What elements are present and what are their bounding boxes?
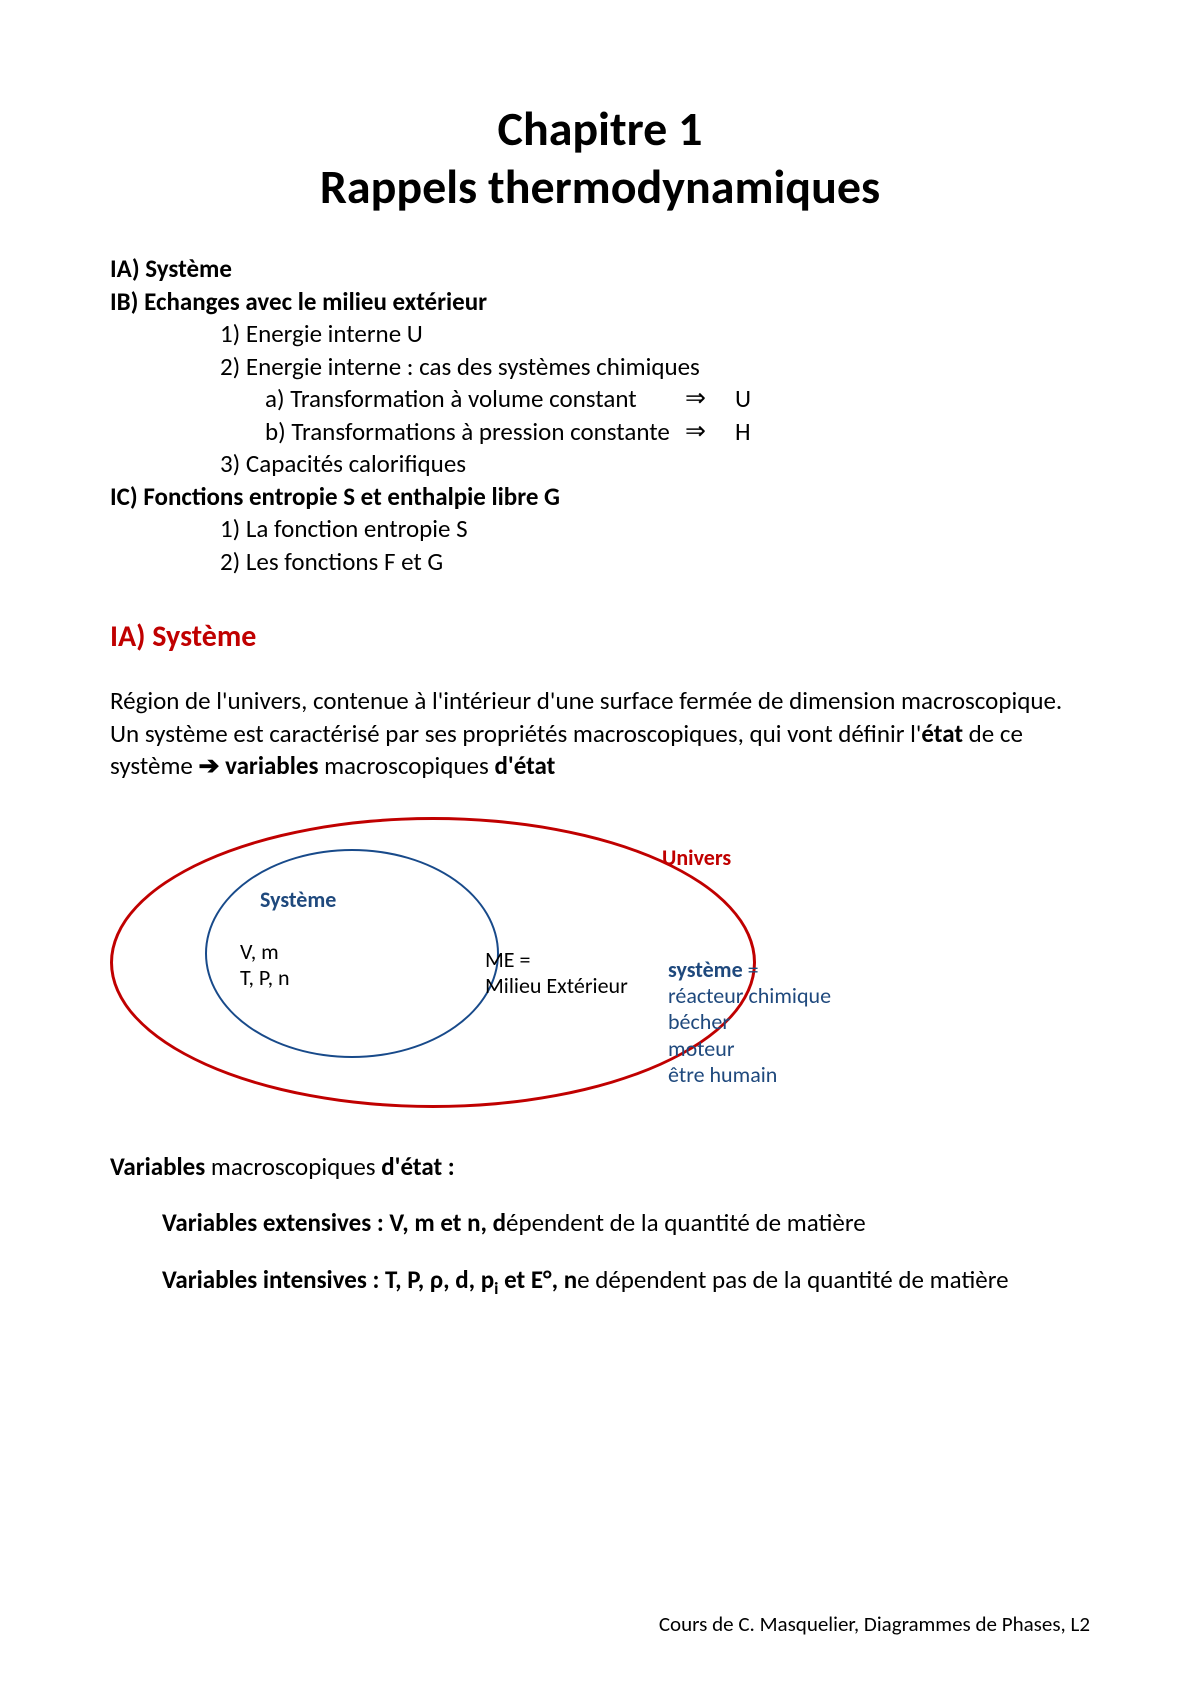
outline-ic: IC) Fonctions entropie S et enthalpie li… — [110, 481, 1090, 514]
para-b1: état — [921, 718, 963, 749]
ex4: être humain — [668, 1061, 777, 1088]
outline-ib2b-sym: H — [735, 416, 751, 449]
vars-line1: V, m — [240, 938, 279, 965]
vb-hb2: d'état : — [381, 1151, 454, 1182]
para-b3: d'état — [494, 750, 555, 781]
outline: IA) Système IB) Echanges avec le milieu … — [110, 253, 1090, 578]
page: Chapitre 1 Rappels thermodynamiques IA) … — [0, 0, 1200, 1359]
me-line1: ME = — [485, 946, 530, 973]
label-univers: Univers — [662, 845, 731, 871]
title-line-2: Rappels thermodynamiques — [320, 157, 880, 216]
outline-ib2a-row: a) Transformation à volume constant ⇒ U — [110, 383, 1090, 416]
system-diagram: Univers Système V, m T, P, n ME = Milieu… — [110, 807, 1050, 1127]
vars-intensives: Variables intensives : T, P, ρ, d, pi et… — [162, 1264, 1090, 1300]
me-line2: Milieu Extérieur — [485, 972, 628, 999]
section-ia-heading: IA) Système — [110, 618, 1090, 655]
outline-ib2b-row: b) Transformations à pression constante … — [110, 416, 1090, 449]
vars-heading: Variables macroscopiques d'état : — [110, 1151, 1090, 1184]
ext-rest: épendent de la quantité de matière — [506, 1207, 866, 1238]
vars-line2: T, P, n — [240, 964, 290, 991]
vb-hmid: macroscopiques — [205, 1151, 381, 1182]
ex2: bécher — [668, 1008, 730, 1035]
outline-ic1: 1) La fonction entropie S — [220, 513, 1090, 546]
int-b: Variables intensives : T, P, ρ, d, pi et… — [162, 1264, 577, 1295]
page-footer: Cours de C. Masquelier, Diagrammes de Ph… — [659, 1611, 1090, 1637]
label-vars: V, m T, P, n — [240, 939, 290, 992]
outline-ib3: 3) Capacités calorifiques — [220, 448, 1090, 481]
outline-ia: IA) Système — [110, 253, 1090, 286]
outline-ic2: 2) Les fonctions F et G — [220, 546, 1090, 579]
outline-ib2a-sym: U — [735, 383, 751, 416]
outline-ib2: 2) Energie interne : cas des systèmes ch… — [220, 351, 1090, 384]
outline-ib2b-arrow: ⇒ — [685, 416, 735, 449]
variables-block: Variables macroscopiques d'état : Variab… — [110, 1151, 1090, 1300]
outline-ib2b: b) Transformations à pression constante — [265, 416, 685, 449]
label-examples: système = réacteur chimique bécher moteu… — [668, 957, 928, 1089]
outline-ib: IB) Echanges avec le milieu extérieur — [110, 286, 1090, 319]
ex-eq: = — [743, 956, 759, 983]
paragraph-systeme: Région de l'univers, contenue à l'intéri… — [110, 685, 1090, 783]
para-b2: variables — [225, 750, 318, 781]
outline-ib2a-arrow: ⇒ — [685, 383, 735, 416]
arrow-icon: ➔ — [199, 750, 220, 783]
ex1: réacteur chimique — [668, 982, 831, 1009]
int-rest: e dépendent pas de la quantité de matièr… — [577, 1264, 1008, 1295]
chapter-title: Chapitre 1 Rappels thermodynamiques — [110, 100, 1090, 215]
ex-head: système — [668, 956, 743, 983]
para-p1: Région de l'univers, contenue à l'intéri… — [110, 685, 1062, 749]
outline-ib2a: a) Transformation à volume constant — [265, 383, 685, 416]
label-me: ME = Milieu Extérieur — [485, 947, 628, 1000]
ext-b: Variables extensives : V, m et n, d — [162, 1207, 506, 1238]
vars-extensives: Variables extensives : V, m et n, dépend… — [162, 1207, 1090, 1240]
title-line-1: Chapitre 1 — [498, 99, 703, 158]
label-systeme: Système — [260, 887, 336, 913]
ex3: moteur — [668, 1035, 734, 1062]
outline-ib1: 1) Energie interne U — [220, 318, 1090, 351]
para-mid2: macroscopiques — [318, 750, 494, 781]
vb-hb1: Variables — [110, 1151, 205, 1182]
